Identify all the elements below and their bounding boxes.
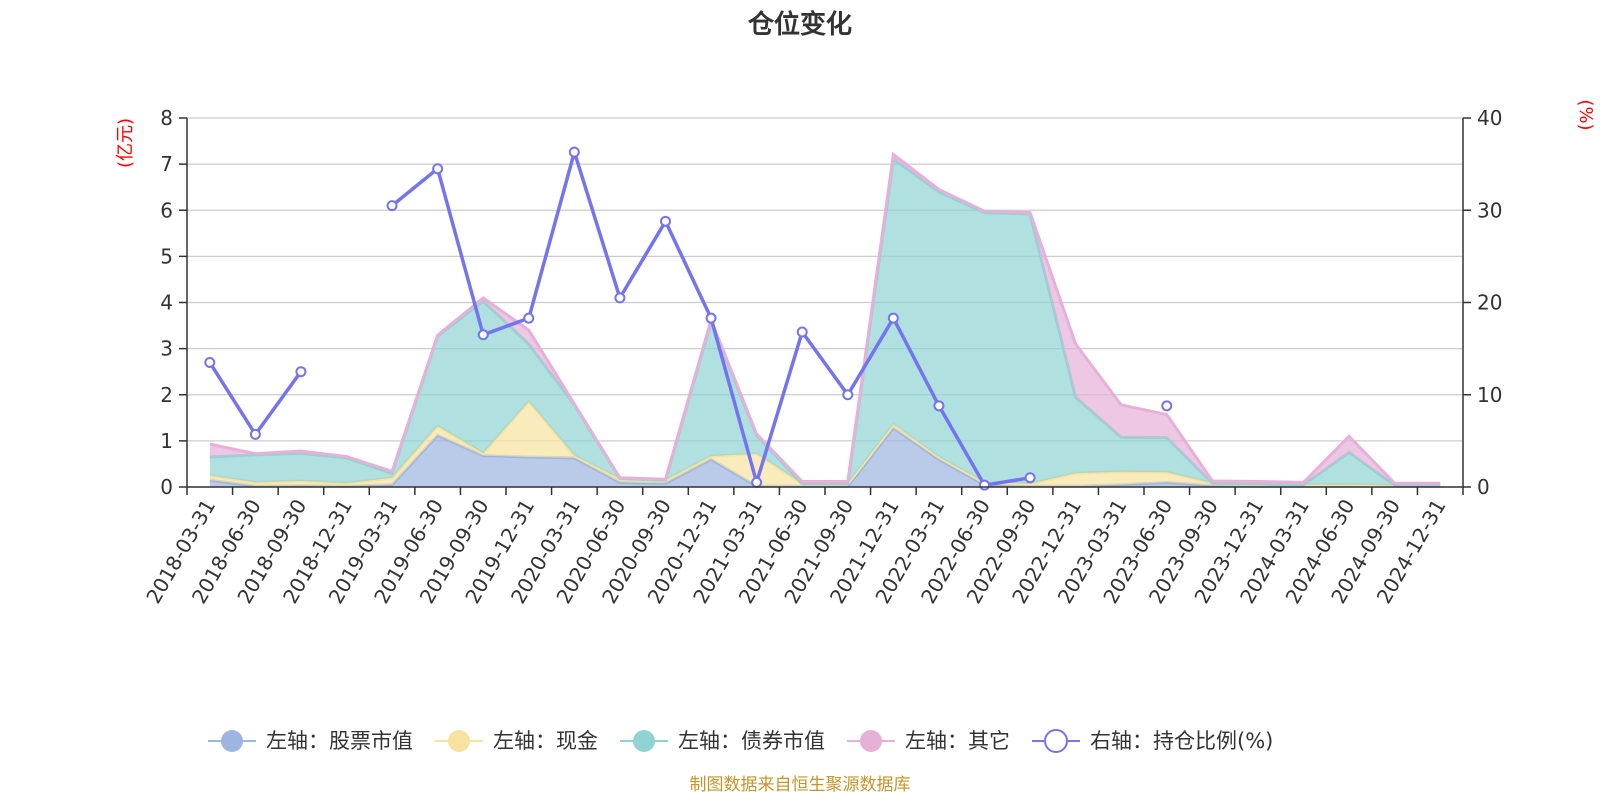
ratio-point bbox=[842, 389, 854, 401]
legend-marker-other bbox=[860, 730, 882, 752]
right-axis-tick-label: 20 bbox=[1477, 291, 1502, 315]
left-axis-tick-label: 0 bbox=[160, 475, 173, 499]
left-axis-tick-label: 4 bbox=[160, 291, 173, 315]
left-axis-tick-label: 8 bbox=[160, 106, 173, 130]
legend-marker-ratio bbox=[1044, 729, 1068, 753]
legend-label: 左轴：债券市值 bbox=[678, 729, 825, 753]
source-note: 制图数据来自恒生聚源数据库 bbox=[690, 775, 911, 795]
ratio-point bbox=[477, 329, 489, 341]
ratio-point bbox=[432, 163, 444, 175]
ratio-point bbox=[933, 400, 945, 412]
right-axis-tick-label: 0 bbox=[1477, 475, 1490, 499]
ratio-point bbox=[204, 356, 216, 368]
area-cash bbox=[209, 401, 1441, 487]
ratio-point bbox=[386, 200, 398, 212]
area-bond bbox=[209, 159, 1441, 486]
area-edge-other bbox=[209, 151, 1441, 485]
ratio-point bbox=[295, 366, 307, 378]
left-axis-unit: (亿元) bbox=[115, 118, 136, 168]
right-axis-tick-label: 10 bbox=[1477, 383, 1502, 407]
legend-marker-bond bbox=[633, 730, 655, 752]
right-axis-tick-label: 30 bbox=[1477, 198, 1502, 222]
chart-title: 仓位变化 bbox=[747, 9, 852, 40]
left-axis-tick-label: 1 bbox=[160, 429, 173, 453]
ratio-point bbox=[249, 428, 261, 440]
legend-label: 左轴：现金 bbox=[493, 729, 598, 753]
ratio-point bbox=[887, 312, 899, 324]
ratio-point bbox=[1161, 400, 1173, 412]
ratio-point bbox=[568, 146, 580, 158]
left-axis-tick-label: 7 bbox=[160, 152, 173, 176]
ratio-point bbox=[523, 312, 535, 324]
ratio-point bbox=[796, 326, 808, 338]
left-axis-tick-label: 2 bbox=[160, 383, 173, 407]
legend-label: 右轴：持仓比例(%) bbox=[1090, 729, 1273, 753]
area-stock bbox=[209, 428, 1441, 487]
left-axis-tick-label: 6 bbox=[160, 198, 173, 222]
ratio-point bbox=[979, 479, 990, 491]
right-axis-tick-label: 40 bbox=[1477, 106, 1502, 130]
stacked-areas bbox=[209, 151, 1441, 488]
ratio-point bbox=[1024, 472, 1036, 484]
ratio-point bbox=[660, 215, 671, 227]
ratio-point bbox=[614, 292, 626, 304]
legend-label: 左轴：其它 bbox=[905, 729, 1010, 753]
legend-marker-stock bbox=[221, 730, 243, 752]
ratio-line bbox=[205, 148, 1171, 490]
right-axis-unit: (%) bbox=[1575, 99, 1596, 130]
legend: 左轴：股票市值 左轴：现金 左轴：债券市值 左轴：其它 右轴：持仓比例(%) bbox=[208, 729, 1273, 753]
ratio-point bbox=[751, 476, 763, 488]
legend-marker-cash bbox=[448, 730, 470, 752]
left-axis-tick-label: 5 bbox=[160, 244, 173, 268]
grid-lines bbox=[187, 117, 1463, 488]
legend-label: 左轴：股票市值 bbox=[266, 729, 413, 753]
left-axis-tick-label: 3 bbox=[160, 337, 173, 361]
ratio-point bbox=[705, 312, 717, 324]
